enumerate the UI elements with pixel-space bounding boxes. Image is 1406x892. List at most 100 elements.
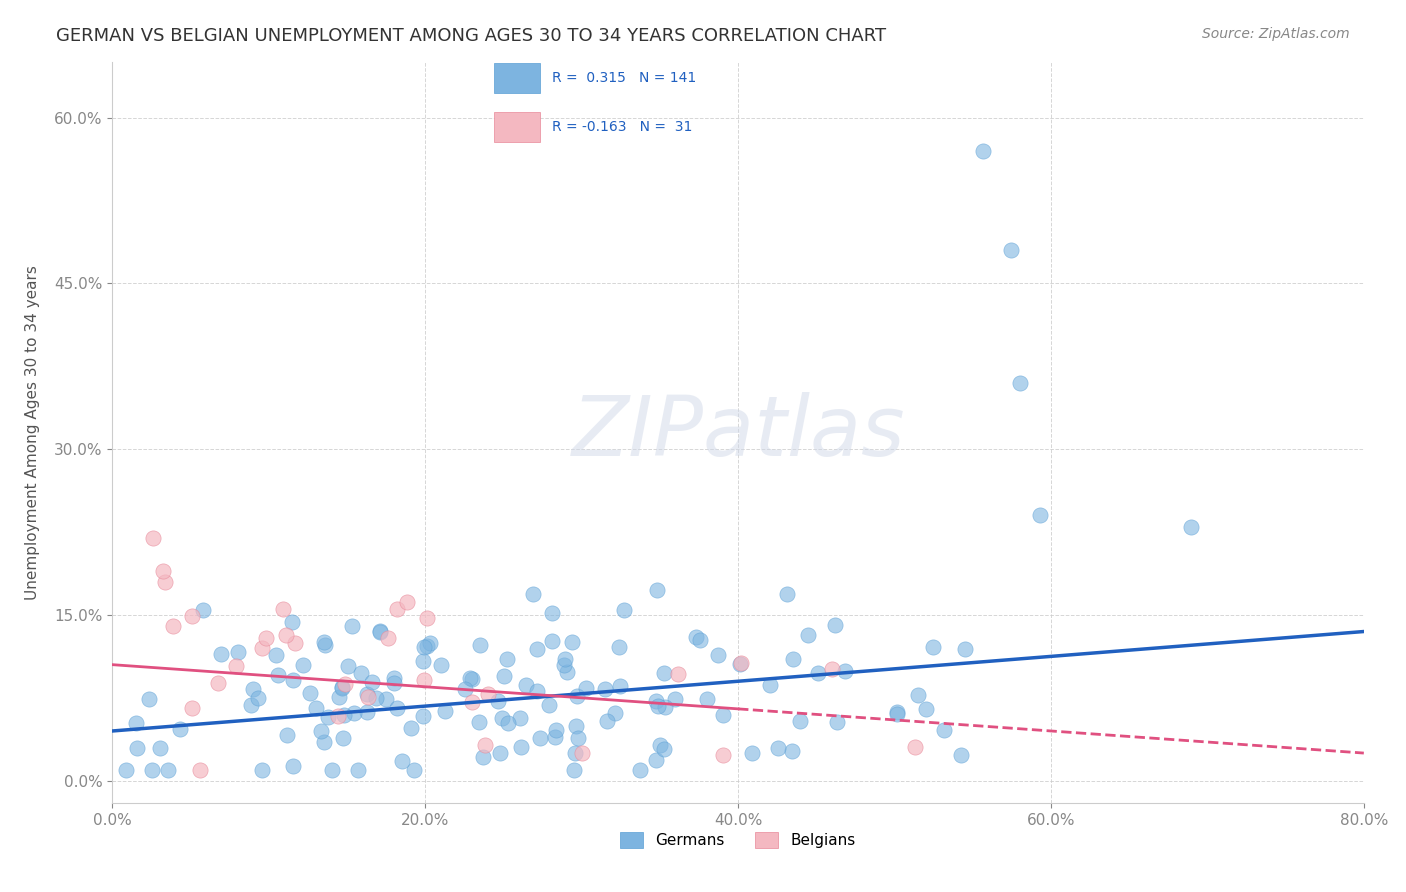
Point	[207, 675, 229, 690]
Point	[267, 668, 290, 682]
Point	[415, 610, 437, 624]
Point	[385, 700, 408, 714]
Point	[1000, 244, 1022, 258]
Point	[333, 676, 356, 690]
Point	[609, 679, 631, 693]
Point	[467, 714, 489, 729]
Point	[281, 615, 304, 629]
Point	[807, 666, 830, 681]
Point	[613, 603, 636, 617]
Point	[252, 763, 274, 777]
Point	[138, 691, 160, 706]
Point	[225, 658, 247, 673]
Point	[169, 722, 191, 736]
Point	[188, 763, 211, 777]
Text: Source: ZipAtlas.com: Source: ZipAtlas.com	[1202, 27, 1350, 41]
Point	[276, 728, 298, 742]
Point	[645, 753, 668, 767]
Point	[193, 603, 215, 617]
Point	[1010, 376, 1032, 390]
Bar	[494, 63, 540, 93]
Point	[561, 634, 583, 648]
Point	[571, 747, 593, 761]
Point	[356, 705, 378, 719]
Text: R = -0.163   N =  31: R = -0.163 N = 31	[553, 120, 693, 134]
Point	[972, 144, 994, 158]
Point	[250, 641, 273, 656]
Point	[368, 624, 391, 638]
Point	[730, 657, 752, 671]
Point	[907, 689, 929, 703]
Point	[321, 763, 343, 777]
Point	[157, 763, 180, 777]
Point	[360, 675, 382, 690]
Point	[886, 705, 908, 719]
Point	[562, 763, 585, 777]
Point	[247, 691, 270, 706]
Point	[728, 657, 751, 671]
Point	[239, 698, 262, 713]
Text: R =  0.315   N = 141: R = 0.315 N = 141	[553, 71, 696, 85]
Point	[330, 681, 353, 696]
Point	[949, 748, 972, 763]
Point	[330, 680, 353, 694]
Point	[454, 681, 477, 696]
Point	[399, 721, 422, 735]
Point	[564, 746, 586, 760]
Point	[554, 652, 576, 666]
Point	[567, 731, 589, 745]
Point	[664, 692, 686, 706]
Point	[689, 632, 711, 647]
Point	[209, 647, 232, 661]
Point	[162, 619, 184, 633]
Point	[603, 706, 626, 721]
Point	[491, 711, 513, 725]
Point	[472, 750, 495, 764]
Point	[391, 754, 413, 768]
Point	[647, 699, 669, 714]
Point	[328, 709, 350, 723]
Point	[526, 684, 548, 698]
Point	[776, 587, 799, 601]
Point	[291, 657, 314, 672]
Point	[395, 594, 418, 608]
Point	[607, 640, 630, 654]
Point	[596, 714, 619, 728]
Text: ZIPatlas: ZIPatlas	[571, 392, 905, 473]
Bar	[494, 112, 540, 142]
Point	[565, 689, 588, 703]
Point	[1029, 508, 1052, 523]
Point	[834, 664, 856, 678]
Point	[538, 698, 561, 713]
Point	[412, 640, 434, 654]
Point	[706, 648, 728, 662]
Point	[713, 748, 735, 763]
Legend: Germans, Belgians: Germans, Belgians	[614, 826, 862, 855]
Point	[305, 701, 328, 715]
Point	[780, 744, 803, 758]
Point	[593, 681, 616, 696]
Point	[299, 686, 322, 700]
Point	[412, 709, 434, 723]
Y-axis label: Unemployment Among Ages 30 to 34 years: Unemployment Among Ages 30 to 34 years	[25, 265, 41, 600]
Point	[654, 699, 676, 714]
Point	[741, 746, 763, 760]
Point	[333, 707, 356, 722]
Point	[574, 681, 596, 696]
Point	[645, 694, 668, 708]
Point	[460, 672, 482, 686]
Point	[922, 640, 945, 654]
Point	[343, 706, 366, 720]
Point	[419, 636, 441, 650]
Point	[316, 710, 339, 724]
Point	[281, 673, 304, 688]
Point	[540, 607, 562, 621]
Point	[509, 711, 531, 725]
Point	[141, 763, 163, 777]
Point	[125, 715, 148, 730]
Point	[486, 694, 509, 708]
Point	[350, 666, 373, 681]
Point	[412, 654, 434, 668]
Point	[666, 667, 689, 681]
Point	[366, 691, 388, 706]
